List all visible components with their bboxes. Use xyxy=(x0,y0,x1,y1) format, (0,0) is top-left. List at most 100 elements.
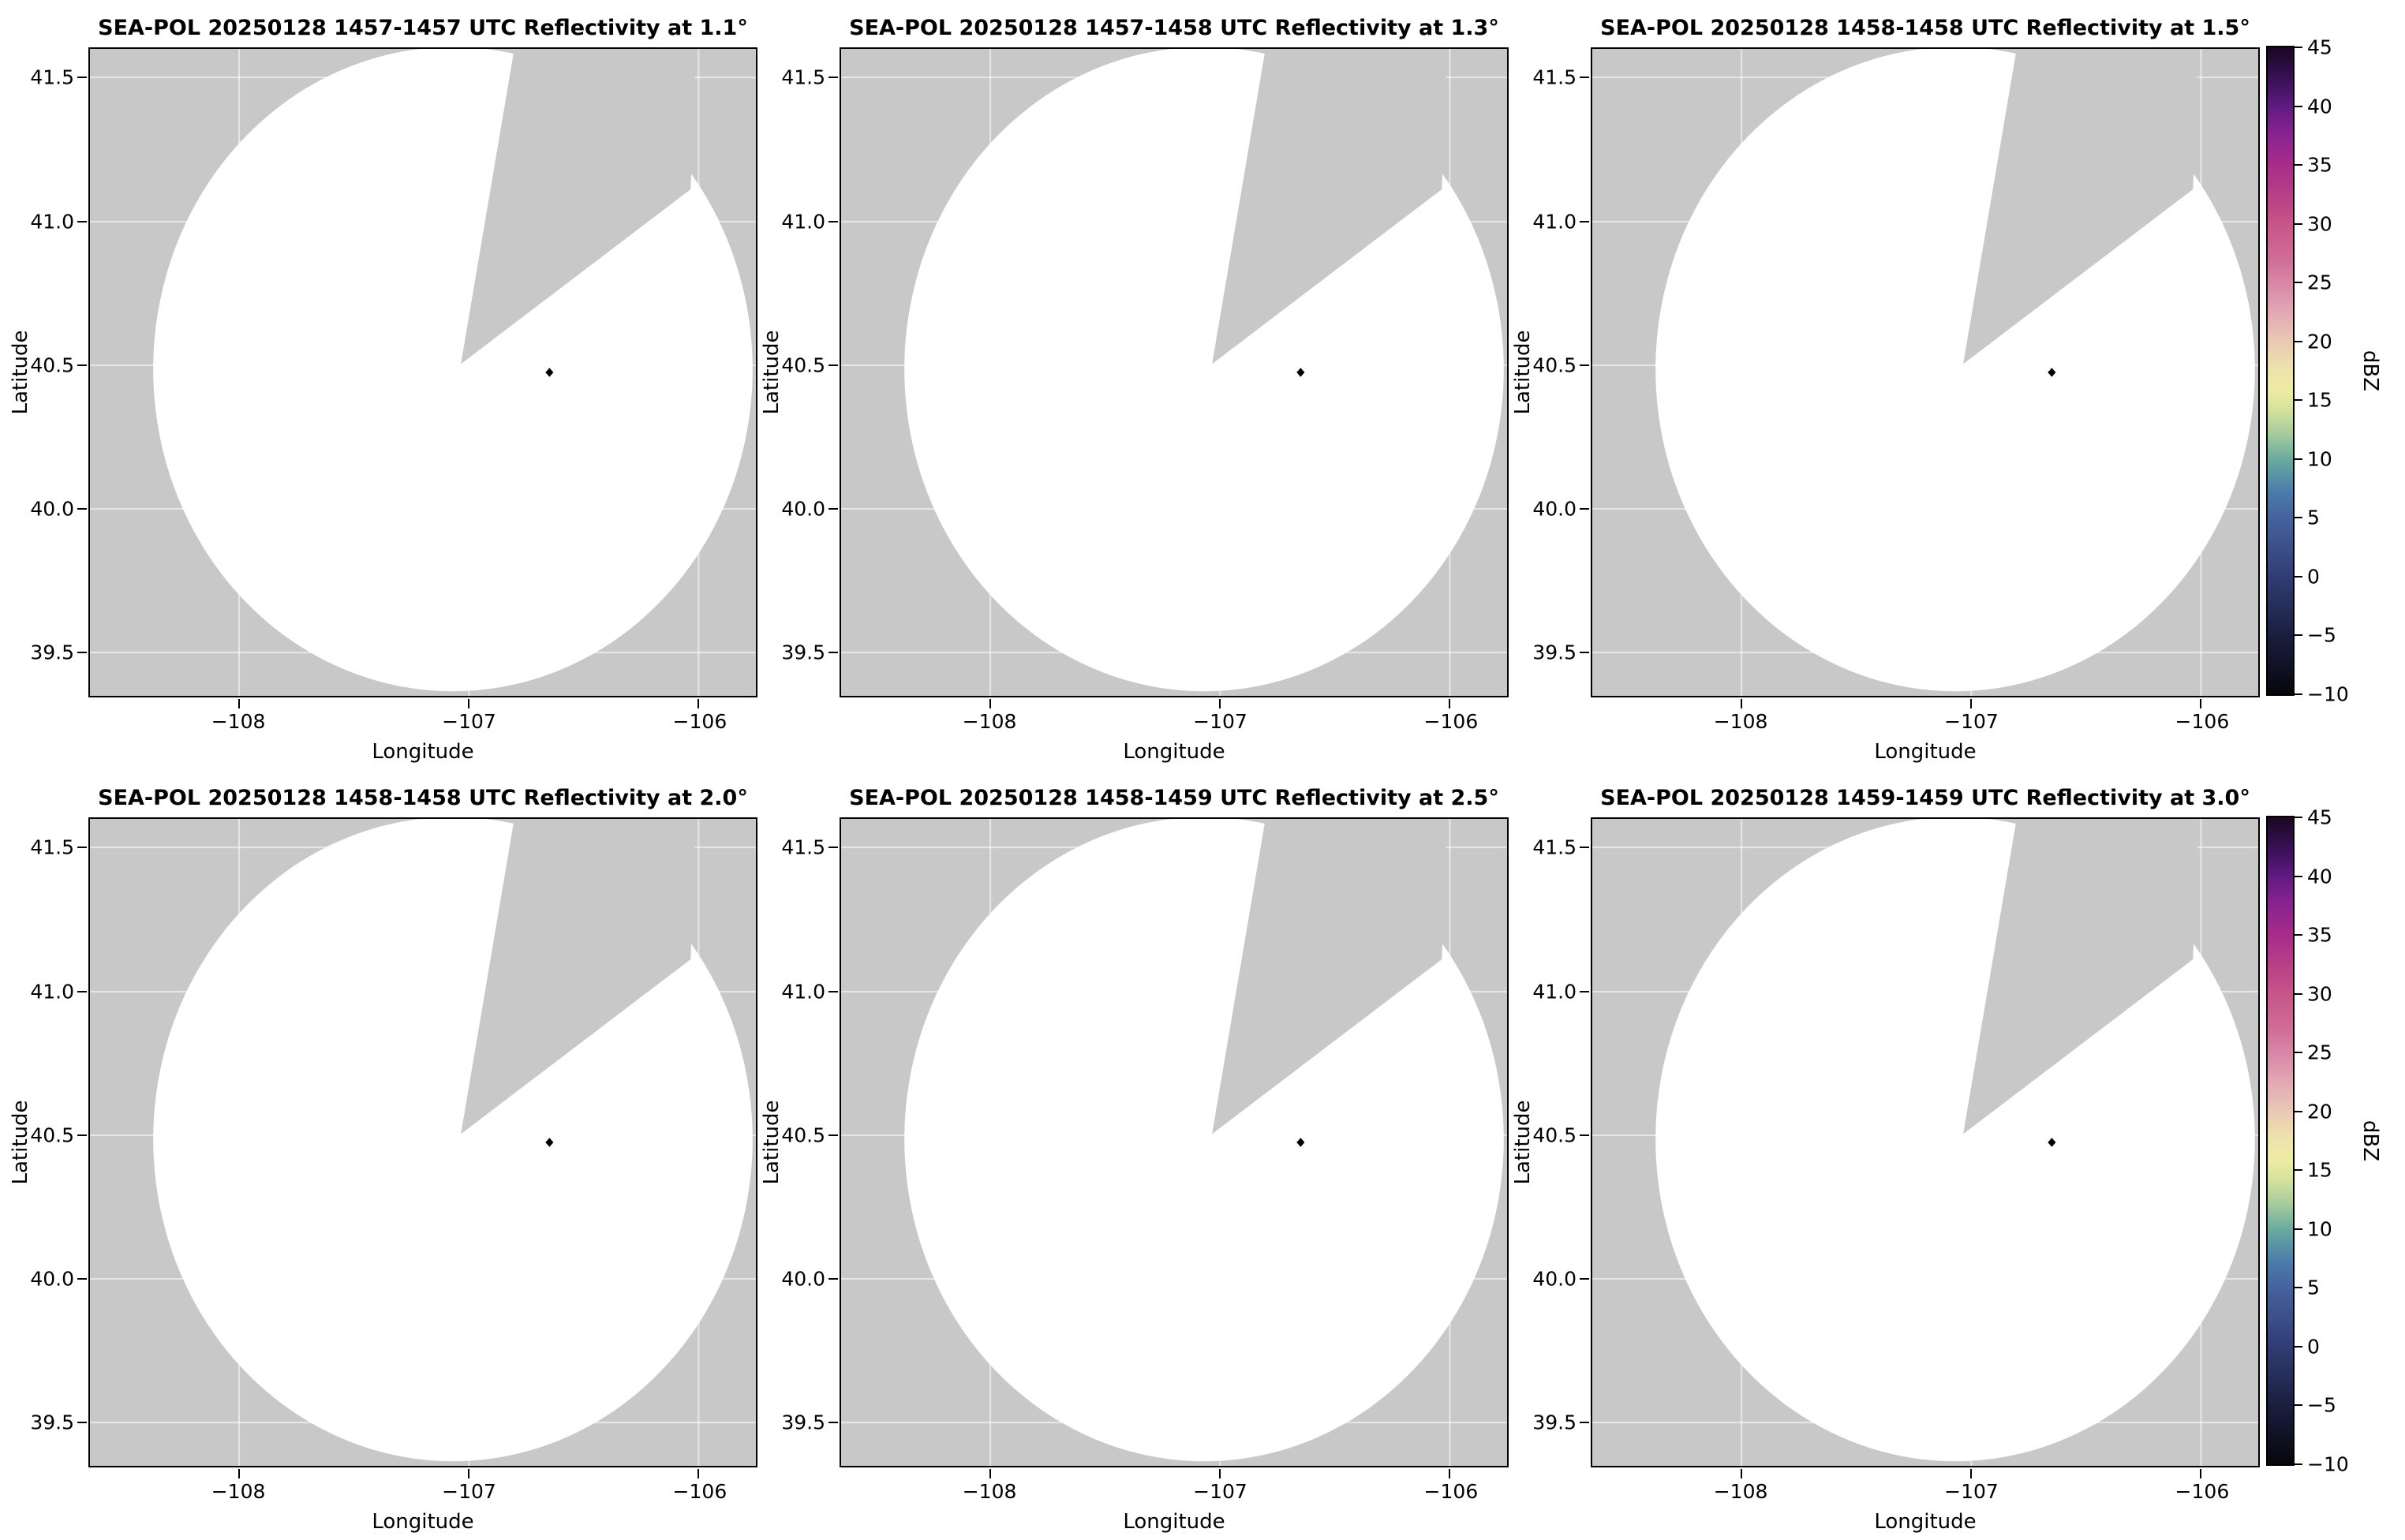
x-tick-mark xyxy=(1970,1469,1973,1478)
x-tick-mark xyxy=(1741,1469,1743,1478)
y-tick-mark xyxy=(828,652,838,654)
x-tick-label: −108 xyxy=(962,710,1017,733)
x-tick-label: −107 xyxy=(1193,710,1247,733)
x-tick-label: −107 xyxy=(1944,1480,1999,1503)
y-tick-label: 40.5 xyxy=(30,353,74,377)
x-axis: Longitude −108 −107 −106 xyxy=(88,697,757,770)
radar-plot-area: Latitude 41.5 41.0 40.5 40.0 39.5 xyxy=(9,817,757,1478)
colorbar-row-2: dBZ 45 40 35 30 25 20 15 10 5 0 −5 −10 xyxy=(2260,778,2399,1540)
y-tick-label: 41.0 xyxy=(30,980,74,1004)
x-tick-mark xyxy=(989,699,992,708)
colorbar-tick-mark xyxy=(2295,164,2302,166)
colorbar-tick-mark xyxy=(2295,458,2302,460)
colorbar-tick-mark xyxy=(2295,1110,2302,1112)
radar-location-marker xyxy=(2048,1138,2056,1147)
colorbar-tick-mark xyxy=(2295,1345,2302,1348)
colorbar-tick-label: −5 xyxy=(2307,1393,2336,1417)
blocked-sector-wedge xyxy=(1212,49,1447,364)
colorbar-tick-mark xyxy=(2295,934,2302,936)
x-tick-label: −108 xyxy=(211,710,266,733)
colorbar-tick-mark xyxy=(2295,282,2302,284)
y-axis-label: Latitude xyxy=(760,330,784,415)
x-tick-mark xyxy=(698,699,700,708)
y-tick-label: 41.0 xyxy=(781,980,825,1004)
x-tick-label: −108 xyxy=(211,1480,266,1503)
colorbar-tick-mark xyxy=(2295,1169,2302,1172)
panel-title: SEA-POL 20250128 1457-1458 UTC Reflectiv… xyxy=(849,16,1499,40)
x-tick-mark xyxy=(698,1469,700,1478)
y-axis-label: Latitude xyxy=(760,1100,784,1185)
y-tick-mark xyxy=(1580,1422,1589,1424)
radar-scan-svg xyxy=(90,819,756,1466)
x-tick-mark xyxy=(1741,699,1743,708)
x-tick-mark xyxy=(1219,699,1221,708)
panel-title: SEA-POL 20250128 1458-1458 UTC Reflectiv… xyxy=(98,786,748,810)
radar-scan-svg xyxy=(90,49,756,696)
blocked-sector-wedge xyxy=(1963,819,2198,1134)
y-tick-mark xyxy=(828,508,838,510)
y-tick-mark xyxy=(828,847,838,849)
y-tick-mark xyxy=(828,220,838,222)
colorbar-tick-label: 15 xyxy=(2307,388,2332,412)
colorbar-tick-mark xyxy=(2295,340,2302,342)
y-tick-label: 39.5 xyxy=(781,641,825,664)
colorbar-tick-label: 10 xyxy=(2307,1217,2332,1241)
panel-2: SEA-POL 20250128 1457-1458 UTC Reflectiv… xyxy=(757,8,1509,770)
colorbar-tick-mark xyxy=(2295,992,2302,995)
y-tick-mark xyxy=(1580,652,1589,654)
y-tick-label: 41.5 xyxy=(30,835,74,859)
x-tick-mark xyxy=(989,1469,992,1478)
colorbar-tick-mark xyxy=(2295,105,2302,107)
radar-plot-area: Latitude 41.5 41.0 40.5 40.0 39.5 xyxy=(760,47,1509,708)
radar-location-marker xyxy=(1296,1138,1305,1147)
y-tick-mark xyxy=(77,847,87,849)
radar-location-marker xyxy=(1296,368,1305,377)
x-tick-label: −108 xyxy=(962,1480,1017,1503)
x-axis-label: Longitude xyxy=(1874,1510,1977,1534)
colorbar-tick-mark xyxy=(2295,817,2302,818)
colorbar-tick-mark xyxy=(2295,634,2302,637)
panel-5: SEA-POL 20250128 1458-1459 UTC Reflectiv… xyxy=(757,778,1509,1540)
blocked-sector-wedge xyxy=(1212,819,1447,1134)
x-tick-mark xyxy=(1219,1469,1221,1478)
x-axis-label: Longitude xyxy=(1123,740,1225,764)
colorbar-tick-label: 40 xyxy=(2307,95,2332,118)
y-tick-mark xyxy=(77,220,87,222)
x-tick-label: −107 xyxy=(442,1480,496,1503)
x-tick-mark xyxy=(2200,1469,2202,1478)
colorbar-tick-label: 25 xyxy=(2307,271,2332,294)
y-tick-mark xyxy=(1580,1134,1589,1136)
y-tick-label: 40.0 xyxy=(781,1267,825,1291)
x-axis: Longitude −108 −107 −106 xyxy=(840,697,1509,770)
x-tick-mark xyxy=(1970,699,1973,708)
x-tick-label: −107 xyxy=(1193,1480,1247,1503)
x-tick-mark xyxy=(2200,699,2202,708)
y-tick-label: 39.5 xyxy=(781,1411,825,1434)
x-axis: Longitude −108 −107 −106 xyxy=(88,1467,757,1540)
colorbar-unit-label: dBZ xyxy=(2358,349,2382,392)
y-tick-mark xyxy=(1580,508,1589,510)
x-tick-mark xyxy=(238,699,241,708)
x-axis-label: Longitude xyxy=(1123,1510,1225,1534)
y-tick-mark xyxy=(77,1134,87,1136)
panel-1: SEA-POL 20250128 1457-1457 UTC Reflectiv… xyxy=(6,8,757,770)
colorbar-tick-mark xyxy=(2295,575,2302,578)
colorbar-tick-mark xyxy=(2295,1228,2302,1230)
y-tick-mark xyxy=(1580,364,1589,366)
y-tick-label: 40.0 xyxy=(30,1267,74,1291)
x-tick-label: −108 xyxy=(1713,1480,1768,1503)
y-tick-mark xyxy=(828,1134,838,1136)
x-tick-label: −107 xyxy=(442,710,496,733)
x-axis-label: Longitude xyxy=(372,740,474,764)
x-tick-label: −106 xyxy=(1423,1480,1479,1503)
y-axis-label: Latitude xyxy=(1511,330,1535,415)
y-tick-mark xyxy=(828,1278,838,1280)
y-tick-label: 41.5 xyxy=(30,65,74,89)
y-tick-label: 41.0 xyxy=(1532,980,1577,1004)
colorbar-tick-mark xyxy=(2295,875,2302,877)
y-tick-mark xyxy=(1580,990,1589,992)
y-tick-label: 41.0 xyxy=(781,210,825,234)
x-axis: Longitude −108 −107 −106 xyxy=(1591,1467,2260,1540)
y-tick-mark xyxy=(828,990,838,992)
